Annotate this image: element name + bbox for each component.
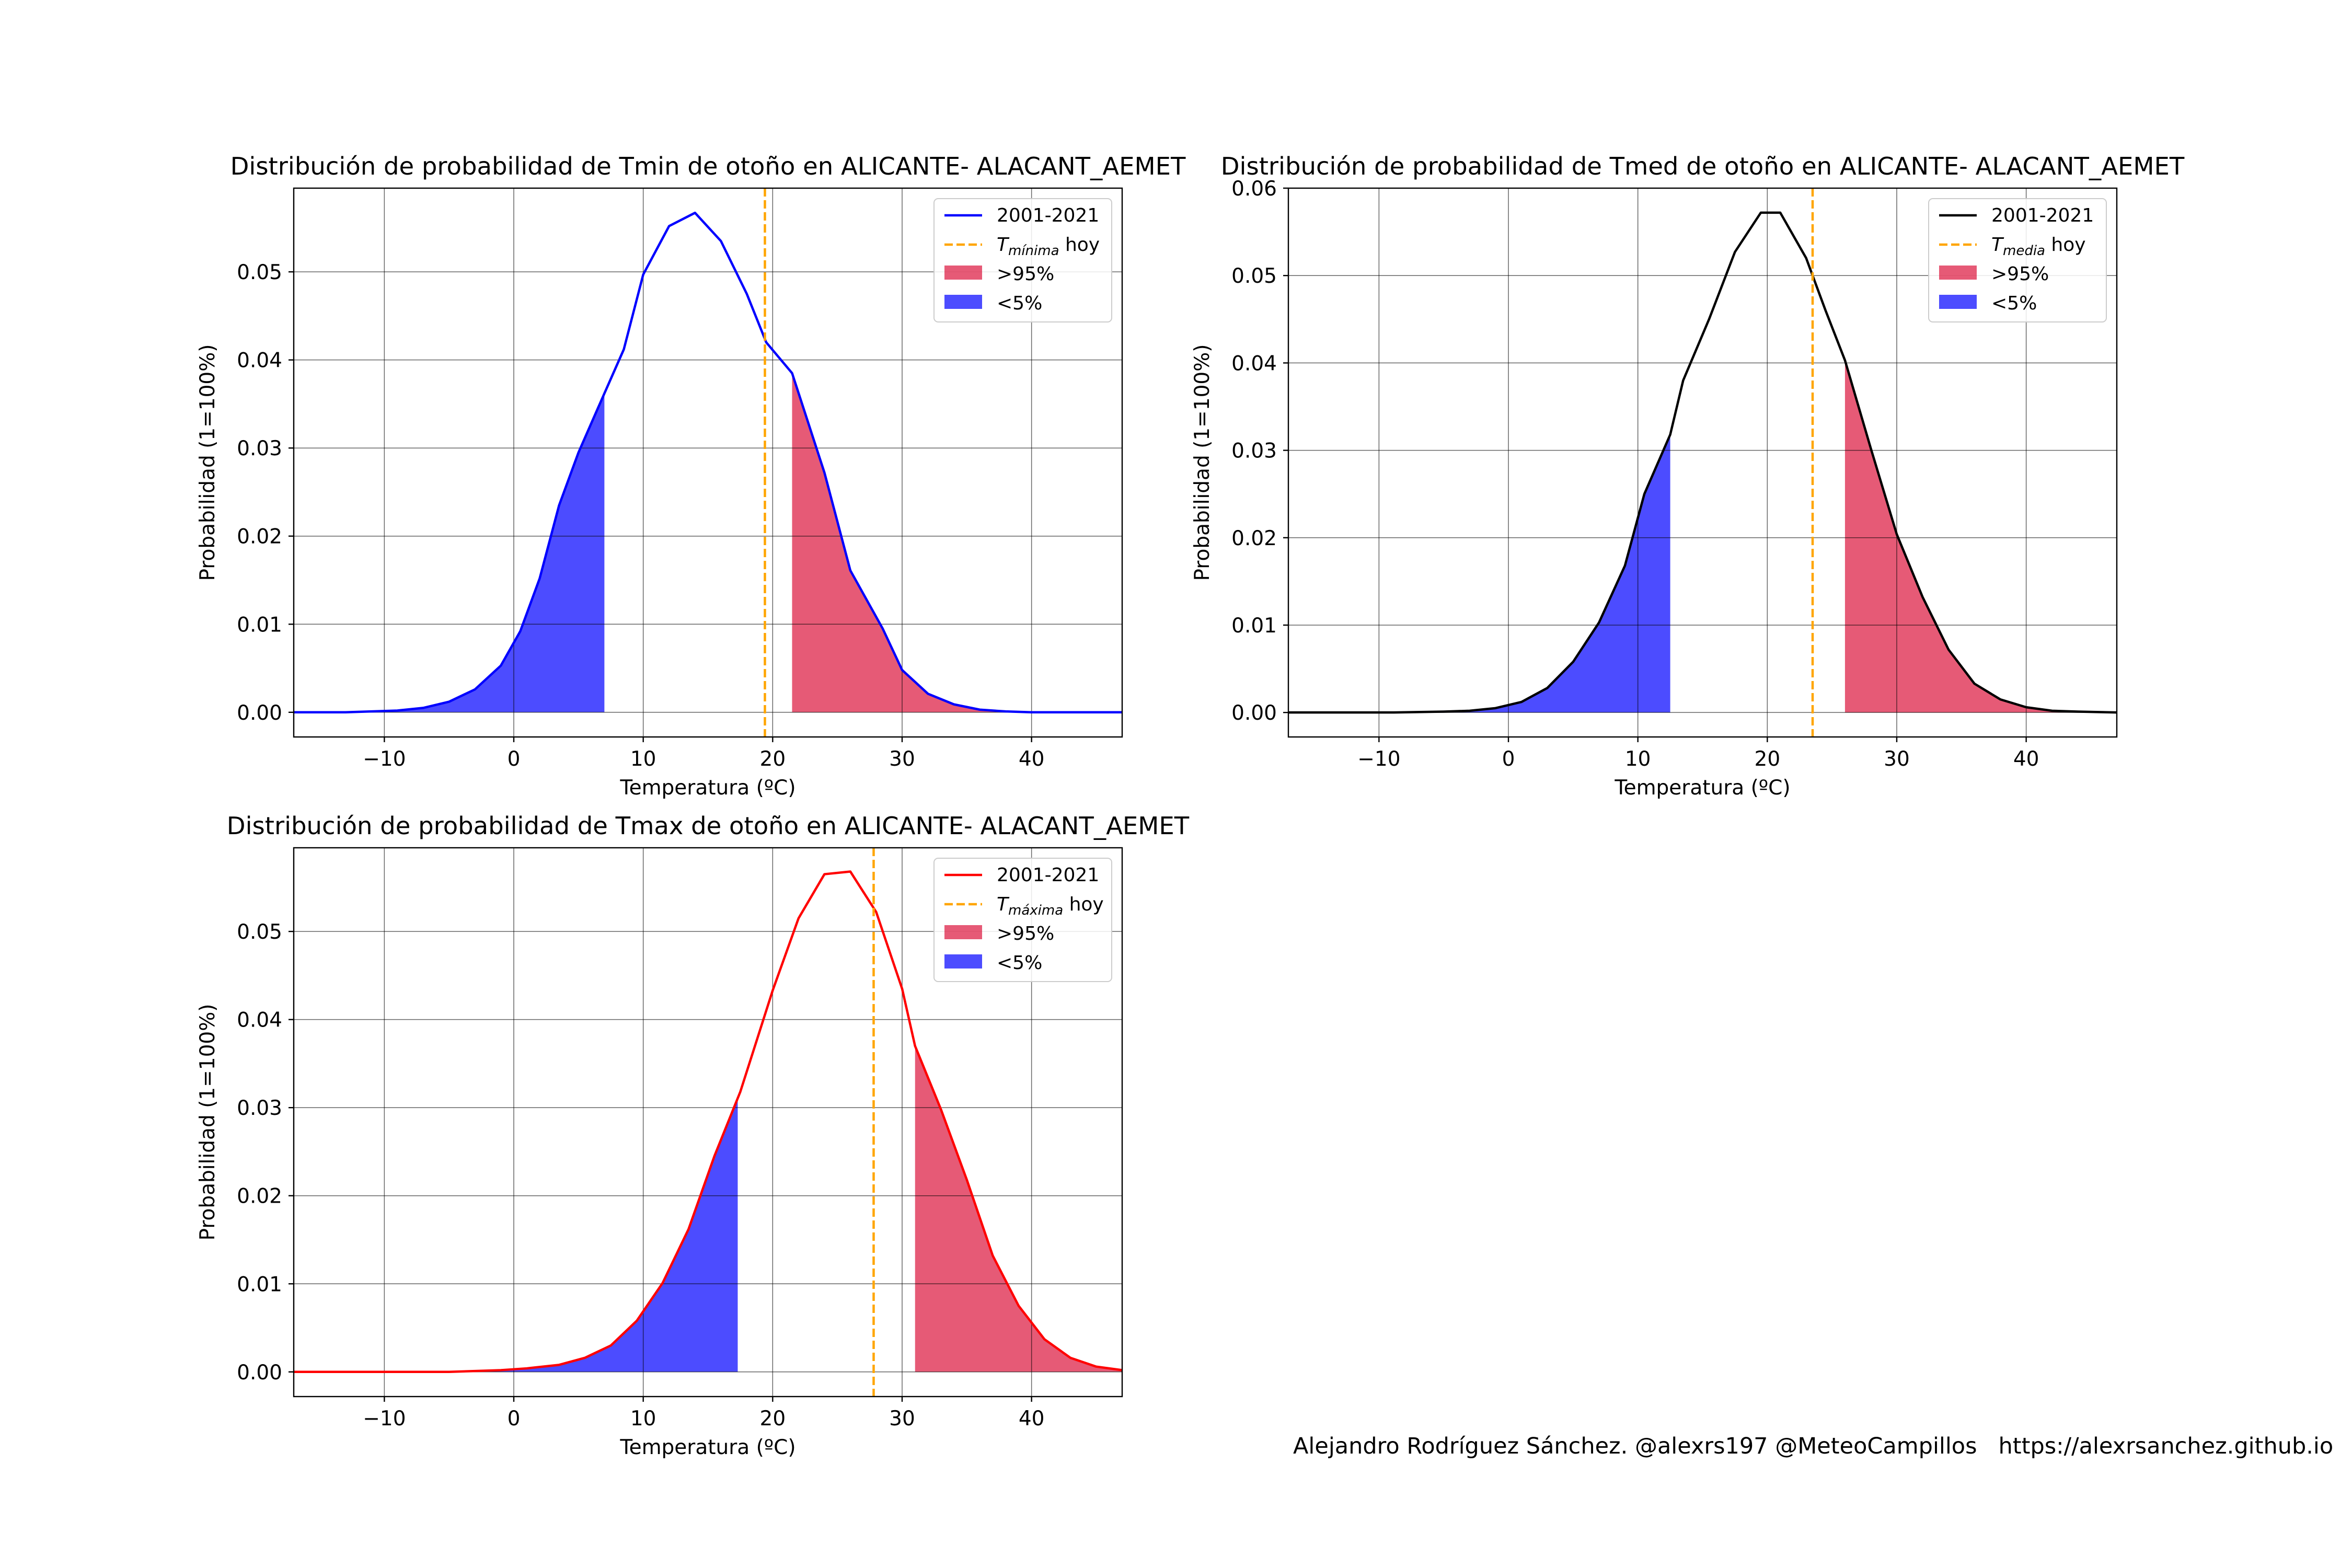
y-tick-label: 0.01: [237, 1273, 282, 1296]
legend: 2001-2021 Tmedia hoy >95% <5%: [1928, 198, 2107, 322]
legend-above-swatch: [944, 925, 982, 939]
x-tick-label: 10: [1625, 747, 1651, 771]
band-below-5: [1288, 434, 1670, 713]
author-credit: Alejandro Rodríguez Sánchez. @alexrs197 …: [1293, 1433, 2334, 1459]
band-below-5: [294, 1098, 738, 1372]
plot-area: [294, 848, 1122, 1397]
legend-label-today: Tmínima hoy: [997, 234, 1100, 259]
legend-label-series: 2001-2021: [997, 205, 1099, 226]
y-tick-label: 0.03: [237, 437, 282, 460]
series-line: [294, 870, 1122, 1374]
legend-box: [933, 198, 1112, 322]
legend: 2001-2021 Tmínima hoy >95% <5%: [933, 198, 1112, 322]
legend-label-below: <5%: [997, 293, 1042, 314]
x-tick-label: −10: [1357, 747, 1400, 771]
y-tick-label: 0.06: [1231, 177, 1277, 201]
legend-below-swatch: [944, 295, 982, 309]
x-tick-label: 0: [1502, 747, 1515, 771]
axes-frame: [293, 187, 1123, 738]
x-tick-label: 10: [630, 747, 656, 771]
y-tick-label: 0.02: [237, 1185, 282, 1208]
y-tick-label: 0.05: [1231, 264, 1277, 288]
y-tick-label: 0.01: [1231, 614, 1277, 638]
x-tick-label: 0: [508, 1407, 521, 1431]
y-tick-label: 0.04: [1231, 352, 1277, 375]
x-tick-label: 30: [889, 1407, 915, 1431]
chart-title: Distribución de probabilidad de Tmax de …: [227, 812, 1190, 840]
legend-below-swatch: [944, 954, 982, 969]
legend-box: [1928, 198, 2107, 322]
legend-label-above: >95%: [997, 923, 1054, 944]
plot-area: [1288, 188, 2117, 737]
legend-label-today: Tmáxima hoy: [997, 894, 1104, 918]
band-above-95: [792, 373, 1122, 712]
y-tick-label: 0.00: [237, 701, 282, 725]
x-tick-label: 20: [760, 1407, 786, 1431]
y-tick-label: 0.03: [237, 1097, 282, 1120]
y-tick-label: 0.05: [237, 920, 282, 944]
chart-title: Distribución de probabilidad de Tmed de …: [1221, 152, 2185, 180]
x-tick-label: 40: [2013, 747, 2039, 771]
y-axis-label: Probabilidad (1=100%): [196, 344, 220, 581]
legend-label-today: Tmedia hoy: [1991, 234, 2086, 259]
x-axis-label: Temperatura (ºC): [619, 776, 795, 800]
x-tick-label: 30: [1884, 747, 1910, 771]
x-tick-label: −10: [363, 1407, 406, 1431]
series-line: [294, 211, 1122, 714]
y-tick-label: 0.02: [237, 525, 282, 549]
axes-frame: [293, 847, 1123, 1398]
legend-above-swatch: [944, 266, 982, 280]
y-axis-label: Probabilidad (1=100%): [1191, 344, 1214, 581]
x-tick-label: 40: [1019, 747, 1045, 771]
y-tick-label: 0.02: [1231, 527, 1277, 550]
chart-title: Distribución de probabilidad de Tmin de …: [230, 152, 1186, 180]
y-tick-label: 0.00: [237, 1361, 282, 1385]
legend-box: [933, 858, 1112, 982]
legend-label-below: <5%: [997, 952, 1042, 974]
band-above-95: [915, 1046, 1122, 1372]
y-tick-label: 0.00: [1231, 701, 1277, 725]
x-tick-label: 40: [1019, 1407, 1045, 1431]
legend-label-below: <5%: [1991, 293, 2037, 314]
band-above-95: [1844, 360, 2117, 713]
axes-frame: [1287, 187, 2118, 738]
legend-below-swatch: [1939, 295, 1977, 309]
y-tick-label: 0.05: [237, 261, 282, 284]
x-tick-label: 0: [508, 747, 521, 771]
y-tick-label: 0.04: [237, 349, 282, 373]
x-axis-label: Temperatura (ºC): [1614, 776, 1790, 800]
x-tick-label: 30: [889, 747, 915, 771]
x-tick-label: 20: [1755, 747, 1781, 771]
legend-above-swatch: [1939, 266, 1977, 280]
legend: 2001-2021 Tmáxima hoy >95% <5%: [933, 858, 1112, 982]
band-below-5: [294, 393, 605, 712]
x-tick-label: −10: [363, 747, 406, 771]
y-tick-label: 0.04: [237, 1009, 282, 1032]
y-tick-label: 0.01: [237, 613, 282, 637]
legend-label-series: 2001-2021: [997, 864, 1099, 886]
x-tick-label: 10: [630, 1407, 656, 1431]
y-tick-label: 0.03: [1231, 440, 1277, 463]
legend-label-series: 2001-2021: [1991, 205, 2094, 226]
series-line: [1288, 211, 2117, 714]
x-axis-label: Temperatura (ºC): [619, 1436, 795, 1459]
chart-2: −10 0 10 20 30 40 0.00 0.01 0.02 0.03 0.04 0.05 Temp…: [196, 812, 1190, 1459]
legend-label-above: >95%: [997, 263, 1054, 285]
chart-0: −10 0 10 20 30 40 0.00 0.01 0.02 0.03 0.04 0.05 Temp…: [196, 152, 1186, 800]
legend-label-above: >95%: [1991, 263, 2049, 285]
x-tick-label: 20: [760, 747, 786, 771]
y-axis-label: Probabilidad (1=100%): [196, 1004, 220, 1240]
chart-1: −10 0 10 20 30 40 0.00 0.01 0.02 0.03 0.04 0.05 0.06…: [1191, 152, 2185, 800]
